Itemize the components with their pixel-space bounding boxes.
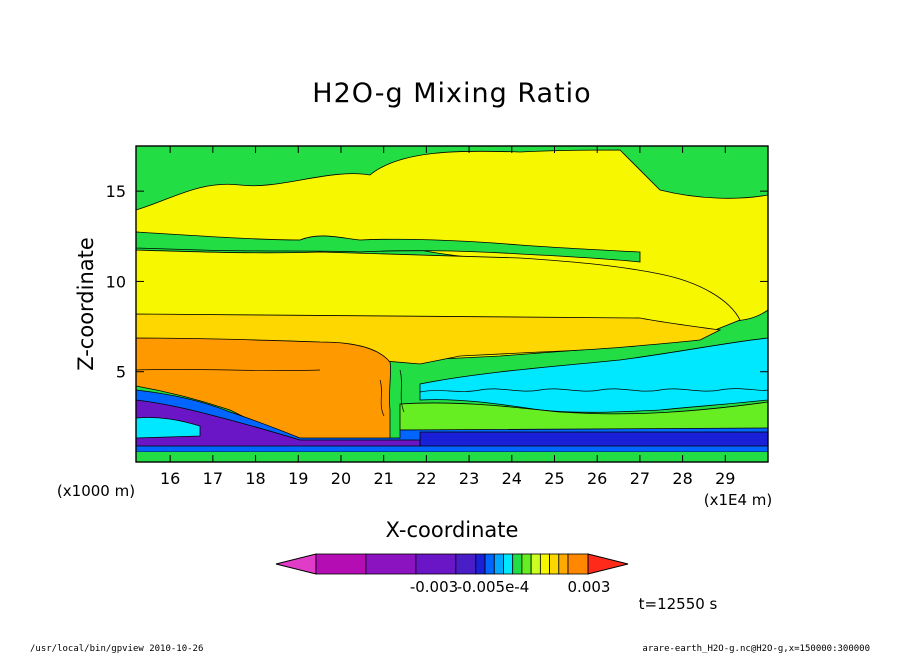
field-cyan-left bbox=[136, 417, 201, 439]
colorbar-swatch bbox=[315, 553, 367, 575]
colorbar bbox=[275, 553, 629, 575]
x-tick-label: 26 bbox=[587, 469, 607, 488]
colorbar-swatch bbox=[558, 553, 569, 575]
x-tick-label: 19 bbox=[288, 469, 308, 488]
x-units-label: (x1E4 m) bbox=[704, 491, 773, 509]
chart-title: H2O-g Mixing Ratio bbox=[312, 78, 591, 109]
plot-frame bbox=[135, 145, 769, 463]
contour-lines bbox=[136, 369, 768, 417]
x-tick-label: 28 bbox=[672, 469, 692, 488]
y-tick-label: 10 bbox=[106, 272, 126, 291]
footer-left: /usr/local/bin/gpview 2010-10-26 bbox=[30, 644, 203, 654]
contour-field bbox=[135, 145, 769, 463]
colorbar-swatch bbox=[503, 553, 514, 575]
colorbar-swatch bbox=[521, 553, 532, 575]
colorbar-swatch bbox=[455, 553, 477, 575]
x-tick-label: 17 bbox=[203, 469, 223, 488]
colorbar-swatch bbox=[493, 553, 504, 575]
y-tick-label: 5 bbox=[116, 363, 126, 382]
field-green-bottom bbox=[136, 452, 768, 462]
y-units-label: (x1000 m) bbox=[57, 482, 135, 500]
colorbar-swatch bbox=[512, 553, 523, 575]
x-tick-label: 20 bbox=[331, 469, 351, 488]
field-navy bbox=[419, 431, 768, 447]
colorbar-swatch bbox=[415, 553, 457, 575]
colorbar-arrow-low bbox=[275, 553, 317, 575]
field-lime bbox=[399, 401, 768, 431]
x-tick-label: 25 bbox=[544, 469, 564, 488]
x-tick-label: 22 bbox=[416, 469, 436, 488]
x-axis: 16 17 18 19 20 21 22 23 24 25 26 27 28 29 bbox=[160, 146, 735, 488]
colorbar-swatch bbox=[549, 553, 560, 575]
x-tick-label: 27 bbox=[630, 469, 650, 488]
colorbar-swatch bbox=[530, 553, 541, 575]
colorbar-labels: -0.003-0.005e-4 0.003 bbox=[410, 578, 611, 596]
colorbar-swatch bbox=[475, 553, 486, 575]
x-tick-label: 21 bbox=[373, 469, 393, 488]
footer-right: arare-earth_H2O-g.nc@H2O-g,x=150000:3000… bbox=[642, 644, 870, 654]
colorbar-level-label: 0.003 bbox=[568, 578, 611, 596]
x-axis-label: X-coordinate bbox=[386, 518, 519, 542]
colorbar-swatch bbox=[365, 553, 417, 575]
field-green-mid bbox=[136, 231, 641, 263]
colorbar-swatch bbox=[484, 553, 495, 575]
x-tick-label: 18 bbox=[245, 469, 265, 488]
time-annotation: t=12550 s bbox=[639, 595, 718, 613]
field-orange bbox=[136, 337, 391, 441]
field-purple bbox=[136, 399, 421, 447]
colorbar-swatch bbox=[539, 553, 550, 575]
x-tick-label: 24 bbox=[502, 469, 522, 488]
y-tick-label: 15 bbox=[106, 182, 126, 201]
colorbar-level-label: -0.005e-4 bbox=[457, 578, 530, 596]
x-tick-label: 23 bbox=[459, 469, 479, 488]
y-axis: 5 10 15 bbox=[106, 182, 768, 382]
colorbar-level-label: -0.003 bbox=[410, 578, 458, 596]
colorbar-swatch bbox=[567, 553, 589, 575]
y-axis-label: Z-coordinate bbox=[74, 237, 98, 371]
colorbar-arrow-high bbox=[587, 553, 629, 575]
x-tick-label: 16 bbox=[160, 469, 180, 488]
x-tick-label: 29 bbox=[715, 469, 735, 488]
